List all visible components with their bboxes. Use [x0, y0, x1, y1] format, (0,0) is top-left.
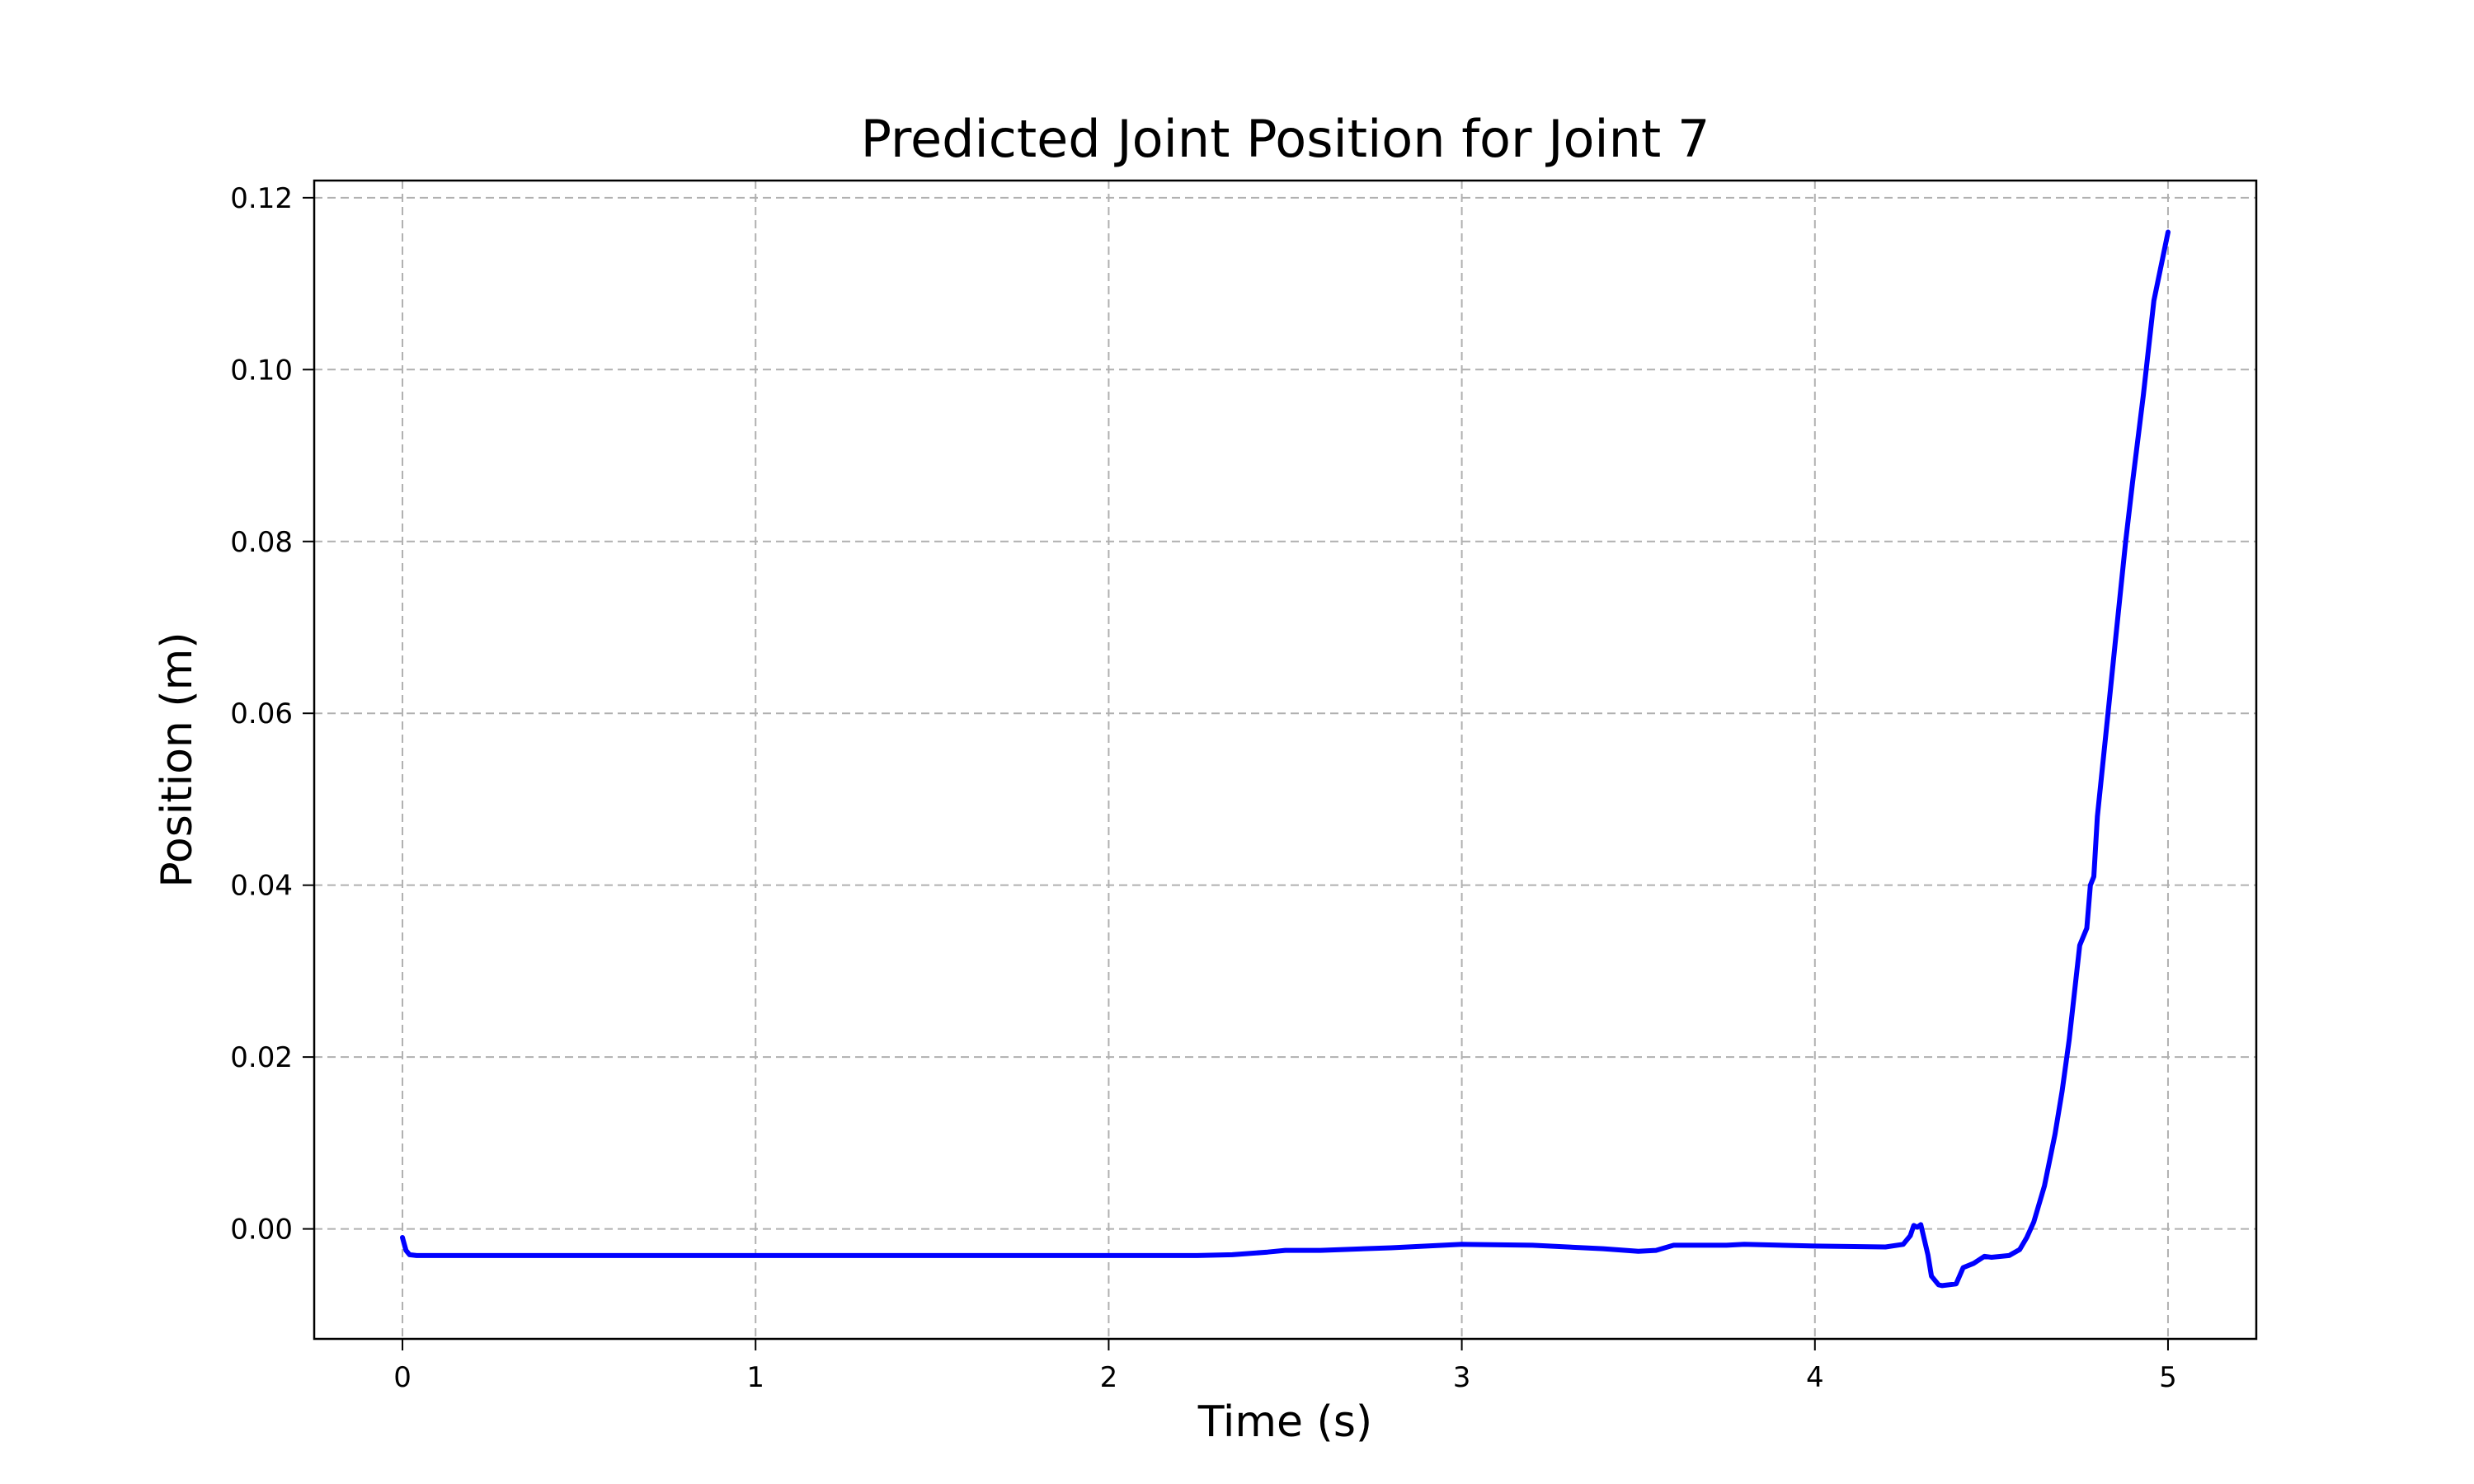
x-tick-label: 0 [393, 1361, 412, 1394]
x-tick-label: 1 [746, 1361, 764, 1394]
y-tick-label: 0.04 [230, 870, 293, 903]
chart-title: Predicted Joint Position for Joint 7 [861, 109, 1710, 169]
y-tick-label: 0.00 [230, 1214, 293, 1247]
series-layer [400, 229, 2171, 1289]
y-tick-label: 0.06 [230, 697, 293, 730]
x-tick-label: 4 [1806, 1361, 1824, 1394]
x-tick-label: 2 [1100, 1361, 1118, 1394]
plot-frame [313, 179, 2258, 1341]
y-tick-label: 0.12 [230, 182, 293, 215]
y-axis: 0.00 0.02 0.04 0.06 0.08 0.10 0.12 [230, 182, 314, 1247]
x-axis-label: Time (s) [1197, 1397, 1372, 1447]
y-tick-label: 0.08 [230, 526, 293, 559]
y-tick-label: 0.10 [230, 354, 293, 387]
grid [314, 181, 2256, 1339]
y-tick-label: 0.02 [230, 1041, 293, 1074]
x-tick-label: 5 [2159, 1361, 2177, 1394]
x-tick-label: 3 [1453, 1361, 1471, 1394]
x-axis: 0 1 2 3 4 5 [393, 1339, 2177, 1394]
y-axis-label: Position (m) [153, 632, 202, 887]
series-line [400, 229, 2171, 1289]
